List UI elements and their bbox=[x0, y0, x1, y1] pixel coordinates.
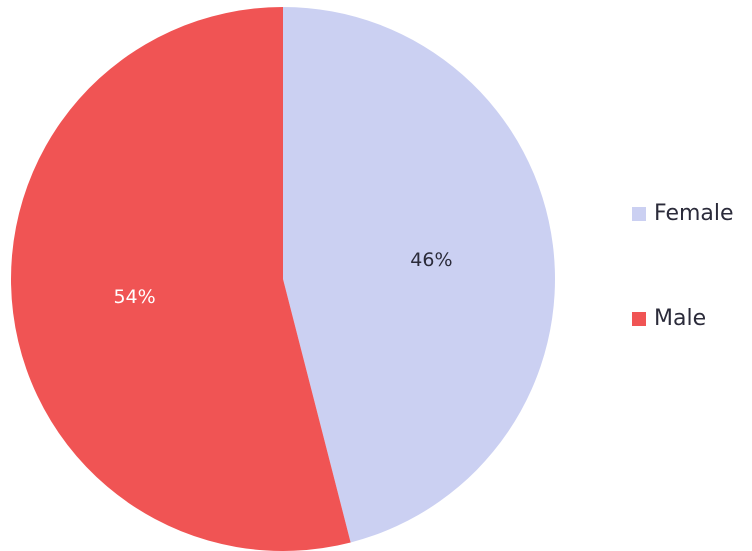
legend-swatch bbox=[632, 207, 646, 221]
value-label: 54% bbox=[113, 286, 155, 308]
pie-slice bbox=[10, 7, 351, 551]
legend-label: Female bbox=[654, 201, 734, 226]
legend-label: Male bbox=[654, 306, 706, 331]
value-label: 46% bbox=[410, 249, 452, 271]
legend-swatch bbox=[632, 312, 646, 326]
pie-slice bbox=[283, 7, 555, 543]
